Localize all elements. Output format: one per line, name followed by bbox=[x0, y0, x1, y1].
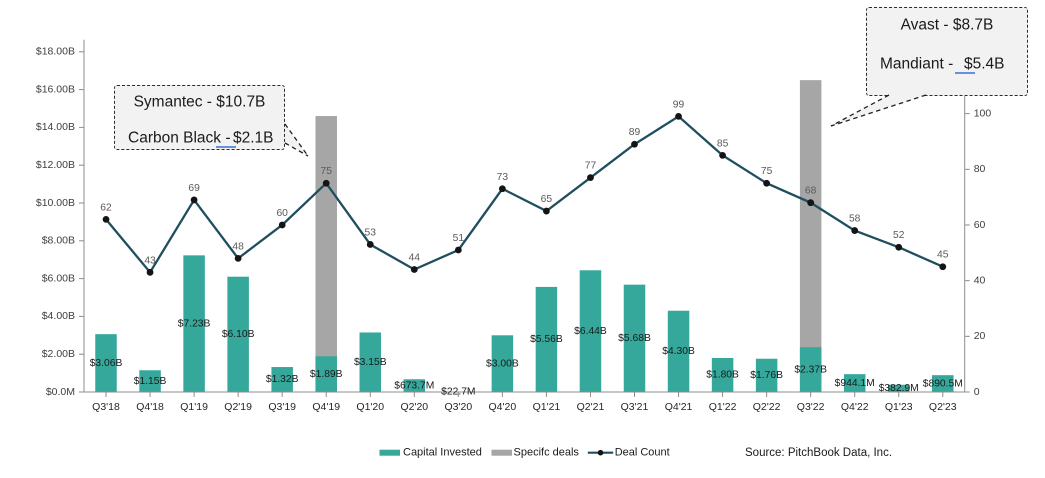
svg-text:$3.15B: $3.15B bbox=[354, 357, 387, 368]
svg-text:$6.10B: $6.10B bbox=[222, 329, 255, 340]
svg-text:Q3'18: Q3'18 bbox=[92, 401, 120, 413]
svg-text:Q1'22: Q1'22 bbox=[709, 401, 737, 413]
svg-text:62: 62 bbox=[100, 202, 112, 213]
svg-text:0: 0 bbox=[974, 386, 980, 398]
svg-text:Q3'19: Q3'19 bbox=[268, 401, 296, 413]
svg-text:$890.5M: $890.5M bbox=[923, 378, 963, 389]
svg-text:$382.9M: $382.9M bbox=[879, 383, 919, 394]
svg-text:52: 52 bbox=[893, 230, 905, 241]
svg-text:Q3'21: Q3'21 bbox=[621, 401, 649, 413]
svg-text:$3.06B: $3.06B bbox=[90, 358, 123, 369]
svg-text:Q1'20: Q1'20 bbox=[356, 401, 384, 413]
svg-text:$1.89B: $1.89B bbox=[310, 369, 343, 380]
svg-text:$10.00B: $10.00B bbox=[36, 197, 75, 209]
svg-text:80: 80 bbox=[974, 163, 986, 175]
svg-text:100: 100 bbox=[974, 107, 992, 119]
svg-text:Q2'22: Q2'22 bbox=[753, 401, 781, 413]
svg-text:$1.80B: $1.80B bbox=[706, 370, 739, 381]
svg-text:73: 73 bbox=[497, 172, 509, 183]
svg-text:53: 53 bbox=[365, 227, 377, 238]
svg-text:58: 58 bbox=[849, 214, 861, 225]
svg-text:77: 77 bbox=[585, 161, 597, 172]
svg-text:Q1'23: Q1'23 bbox=[885, 401, 913, 413]
svg-text:68: 68 bbox=[805, 186, 817, 197]
svg-text:$1.15B: $1.15B bbox=[134, 376, 167, 387]
svg-text:Q3'22: Q3'22 bbox=[797, 401, 825, 413]
svg-text:20: 20 bbox=[974, 330, 986, 342]
svg-text:$4.30B: $4.30B bbox=[662, 346, 695, 357]
svg-text:$5.56B: $5.56B bbox=[530, 334, 563, 345]
svg-text:65: 65 bbox=[541, 194, 553, 205]
svg-text:Q4'19: Q4'19 bbox=[312, 401, 340, 413]
svg-text:Q1'19: Q1'19 bbox=[180, 401, 208, 413]
svg-text:75: 75 bbox=[761, 166, 773, 177]
svg-text:89: 89 bbox=[629, 127, 641, 138]
svg-text:$6.00B: $6.00B bbox=[42, 272, 75, 284]
svg-text:$4.00B: $4.00B bbox=[42, 310, 75, 322]
svg-text:$22.7M: $22.7M bbox=[441, 387, 475, 398]
svg-text:Q2'20: Q2'20 bbox=[400, 401, 428, 413]
svg-text:75: 75 bbox=[320, 166, 332, 177]
svg-text:$673.7M: $673.7M bbox=[394, 380, 434, 391]
svg-text:$7.23B: $7.23B bbox=[178, 318, 211, 329]
svg-text:99: 99 bbox=[673, 99, 685, 110]
svg-text:43: 43 bbox=[144, 255, 156, 266]
svg-text:$1.32B: $1.32B bbox=[266, 374, 299, 385]
svg-text:45: 45 bbox=[937, 250, 949, 261]
svg-text:48: 48 bbox=[232, 241, 244, 252]
svg-text:40: 40 bbox=[974, 274, 986, 286]
svg-text:$1.76B: $1.76B bbox=[750, 370, 783, 381]
svg-text:Q3'20: Q3'20 bbox=[444, 401, 472, 413]
svg-text:$14.00B: $14.00B bbox=[36, 121, 75, 133]
svg-text:$18.00B: $18.00B bbox=[36, 46, 75, 58]
svg-text:Q1'21: Q1'21 bbox=[533, 401, 561, 413]
svg-text:Q4'20: Q4'20 bbox=[489, 401, 517, 413]
svg-text:Q4'22: Q4'22 bbox=[841, 401, 869, 413]
svg-text:85: 85 bbox=[717, 138, 729, 149]
svg-text:$5.68B: $5.68B bbox=[618, 333, 651, 344]
svg-text:$3.00B: $3.00B bbox=[486, 358, 519, 369]
svg-text:$0.0M: $0.0M bbox=[46, 386, 75, 398]
svg-text:Q4'18: Q4'18 bbox=[136, 401, 164, 413]
svg-text:Q2'23: Q2'23 bbox=[929, 401, 957, 413]
svg-text:Q2'19: Q2'19 bbox=[224, 401, 252, 413]
svg-text:44: 44 bbox=[409, 253, 421, 264]
svg-text:Q4'21: Q4'21 bbox=[665, 401, 693, 413]
svg-text:$2.37B: $2.37B bbox=[794, 364, 827, 375]
svg-text:60: 60 bbox=[974, 219, 986, 231]
svg-text:51: 51 bbox=[453, 233, 465, 244]
svg-text:$12.00B: $12.00B bbox=[36, 159, 75, 171]
svg-text:$8.00B: $8.00B bbox=[42, 235, 75, 247]
svg-text:$2.00B: $2.00B bbox=[42, 348, 75, 360]
svg-text:$944.1M: $944.1M bbox=[835, 378, 875, 389]
svg-text:60: 60 bbox=[276, 208, 288, 219]
svg-text:$16.00B: $16.00B bbox=[36, 83, 75, 95]
svg-text:69: 69 bbox=[188, 183, 200, 194]
svg-text:Q2'21: Q2'21 bbox=[577, 401, 605, 413]
svg-text:$6.44B: $6.44B bbox=[574, 326, 607, 337]
